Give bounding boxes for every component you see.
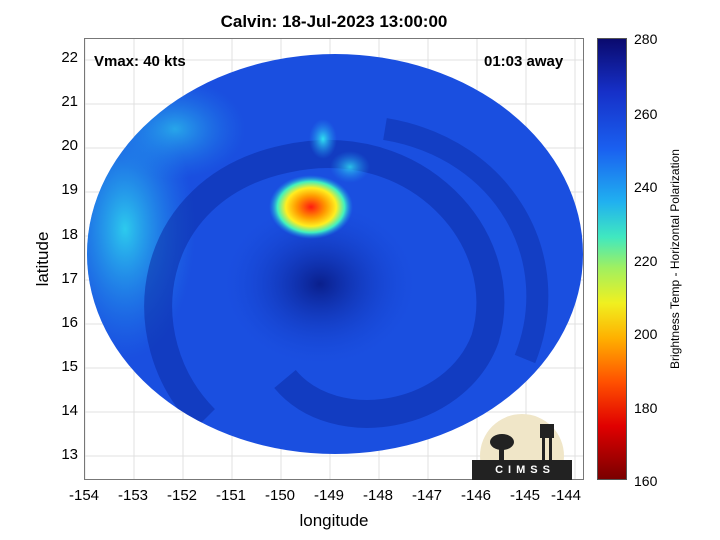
vmax-label: Vmax: 40 kts bbox=[94, 53, 186, 70]
y-tick-label: 19 bbox=[61, 181, 78, 198]
x-tick-label: -150 bbox=[264, 487, 296, 504]
colorbar-label: Brightness Temp - Horizontal Polarizatio… bbox=[668, 149, 682, 369]
y-tick-label: 15 bbox=[61, 358, 78, 375]
x-axis-label: longitude bbox=[299, 511, 369, 530]
map-plot-area bbox=[84, 38, 584, 480]
x-tick-label: -145 bbox=[509, 487, 541, 504]
colorbar bbox=[597, 38, 627, 480]
colorbar-tick-label: 200 bbox=[634, 326, 658, 342]
x-tick-label: -154 bbox=[68, 487, 100, 504]
cimss-logo bbox=[472, 414, 572, 480]
y-tick-label: 22 bbox=[61, 49, 78, 66]
y-tick-label: 18 bbox=[61, 226, 78, 243]
x-tick-label: -148 bbox=[362, 487, 394, 504]
y-axis-label: latitude bbox=[33, 231, 52, 287]
y-tick-label: 21 bbox=[61, 93, 78, 110]
colorbar-tick-label: 160 bbox=[634, 473, 658, 489]
x-tick-label: -152 bbox=[166, 487, 198, 504]
logo-text: CIMSS bbox=[495, 464, 555, 476]
x-tick-label: -144 bbox=[550, 487, 582, 504]
colorbar-tick-label: 220 bbox=[634, 253, 658, 269]
y-tick-label: 16 bbox=[61, 314, 78, 331]
colorbar-tick-label: 240 bbox=[634, 179, 658, 195]
x-tick-label: -149 bbox=[313, 487, 345, 504]
y-tick-label: 17 bbox=[61, 270, 78, 287]
time-offset-label: 01:03 away bbox=[484, 53, 564, 70]
y-tick-label: 13 bbox=[61, 446, 78, 463]
colorbar-tick-label: 180 bbox=[634, 400, 658, 416]
microwave-swath bbox=[85, 39, 583, 479]
y-tick-label: 20 bbox=[61, 137, 78, 154]
x-tick-label: -151 bbox=[215, 487, 247, 504]
colorbar-tick-label: 280 bbox=[634, 31, 658, 47]
x-tick-label: -146 bbox=[460, 487, 492, 504]
x-tick-label: -153 bbox=[117, 487, 149, 504]
chart-title: Calvin: 18-Jul-2023 13:00:00 bbox=[220, 12, 448, 31]
x-tick-label: -147 bbox=[411, 487, 443, 504]
y-tick-label: 14 bbox=[61, 402, 78, 419]
colorbar-tick-label: 260 bbox=[634, 106, 658, 122]
